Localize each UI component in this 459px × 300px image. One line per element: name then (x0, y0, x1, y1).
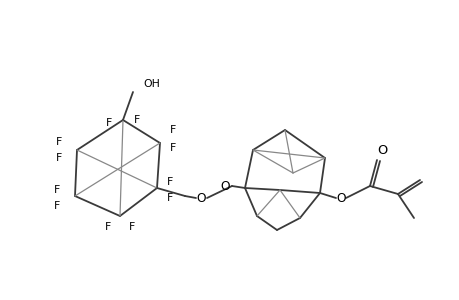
Text: O: O (196, 191, 205, 205)
Text: F: F (167, 177, 173, 187)
Text: OH: OH (143, 79, 160, 89)
Text: F: F (169, 125, 176, 135)
Text: F: F (56, 153, 62, 163)
Text: O: O (376, 145, 386, 158)
Text: F: F (56, 137, 62, 147)
Text: F: F (129, 222, 135, 232)
Text: F: F (169, 143, 176, 153)
Text: F: F (105, 222, 111, 232)
Text: F: F (167, 193, 173, 203)
Text: F: F (54, 185, 60, 195)
Text: O: O (220, 179, 230, 193)
Text: F: F (106, 118, 112, 128)
Text: F: F (54, 201, 60, 211)
Text: F: F (134, 115, 140, 125)
Text: O: O (336, 191, 345, 205)
